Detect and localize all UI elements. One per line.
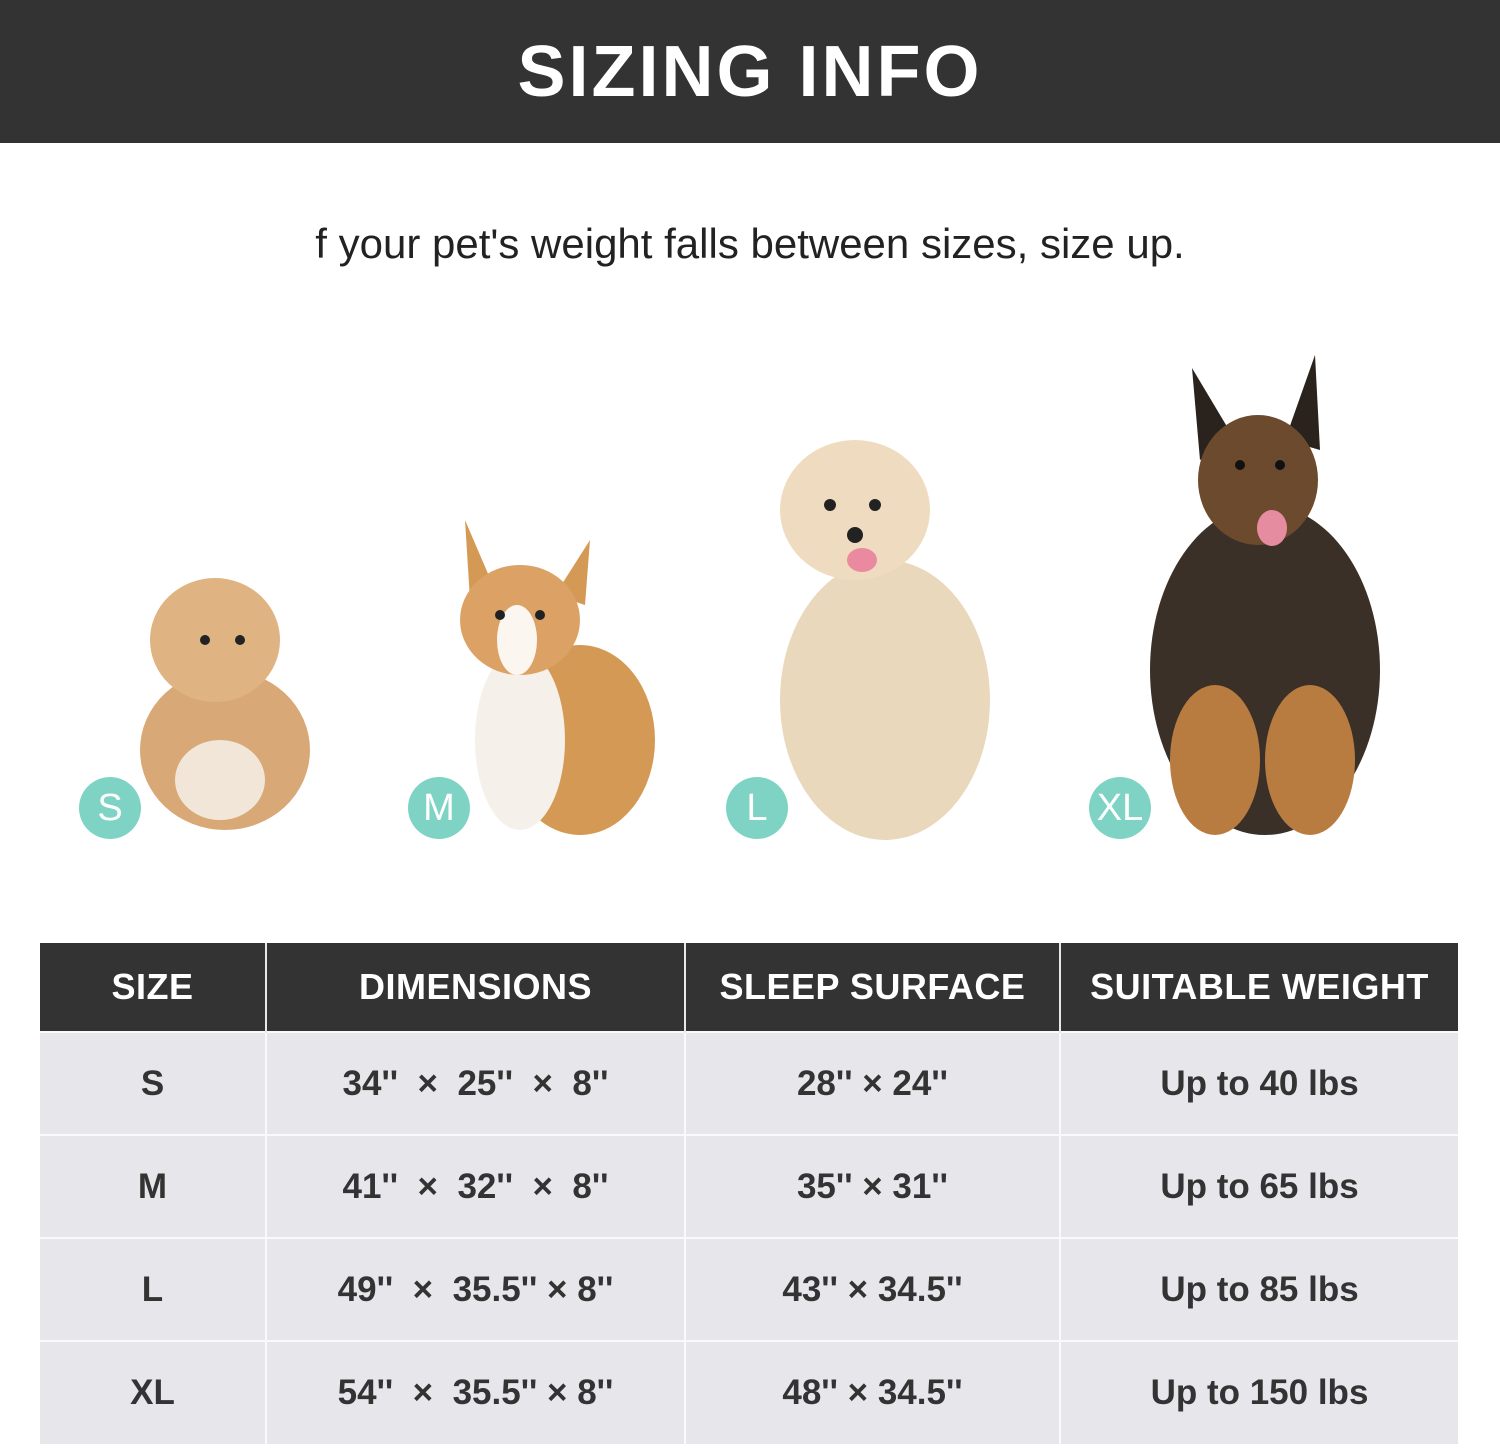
sizing-tip: f your pet's weight falls between sizes,…	[315, 220, 1185, 267]
cell-dimensions: 54'' × 35.5'' × 8''	[266, 1340, 686, 1444]
table-row: S 34'' × 25'' × 8'' 28'' × 24'' Up to 40…	[40, 1031, 1458, 1135]
cell-dimensions: 49'' × 35.5'' × 8''	[266, 1237, 686, 1341]
table-header-row: SIZE DIMENSIONS SLEEP SURFACE SUITABLE W…	[40, 943, 1458, 1032]
size-badge-m: M	[408, 777, 470, 839]
table-row: L 49'' × 35.5'' × 8'' 43'' × 34.5'' Up t…	[40, 1237, 1458, 1341]
sizing-table: SIZE DIMENSIONS SLEEP SURFACE SUITABLE W…	[40, 943, 1458, 1444]
header-dimensions: DIMENSIONS	[266, 943, 686, 1032]
table-row: XL 54'' × 35.5'' × 8'' 48'' × 34.5'' Up …	[40, 1340, 1458, 1444]
size-badge-l: L	[726, 777, 788, 839]
header-sleep-surface: SLEEP SURFACE	[685, 943, 1061, 1032]
cell-sleep-surface: 48'' × 34.5''	[685, 1340, 1061, 1444]
dog-size-illustrations: S M L XL	[0, 340, 1500, 860]
cell-sleep-surface: 28'' × 24''	[685, 1031, 1061, 1135]
cell-size: XL	[40, 1340, 267, 1444]
cell-sleep-surface: 43'' × 34.5''	[685, 1237, 1061, 1341]
dog-images	[140, 355, 1380, 840]
cell-size: L	[40, 1237, 267, 1341]
cell-dimensions: 34'' × 25'' × 8''	[266, 1031, 686, 1135]
cell-weight: Up to 85 lbs	[1060, 1237, 1458, 1341]
header-size: SIZE	[40, 943, 267, 1032]
cell-weight: Up to 65 lbs	[1060, 1134, 1458, 1238]
header-banner: SIZING INFO	[0, 0, 1500, 143]
size-badge-s: S	[79, 777, 141, 839]
size-badge-xl: XL	[1089, 777, 1151, 839]
table-row: M 41'' × 32'' × 8'' 35'' × 31'' Up to 65…	[40, 1134, 1458, 1238]
cell-dimensions: 41'' × 32'' × 8''	[266, 1134, 686, 1238]
cell-sleep-surface: 35'' × 31''	[685, 1134, 1061, 1238]
cell-size: M	[40, 1134, 267, 1238]
header-suitable-weight: SUITABLE WEIGHT	[1060, 943, 1458, 1032]
corgi-image	[460, 520, 655, 835]
page-title: SIZING INFO	[517, 31, 983, 112]
small-dog-image	[140, 578, 310, 830]
german-shepherd-image	[1150, 355, 1380, 835]
cell-size: S	[40, 1031, 267, 1135]
cell-weight: Up to 40 lbs	[1060, 1031, 1458, 1135]
cell-weight: Up to 150 lbs	[1060, 1340, 1458, 1444]
golden-retriever-image	[780, 440, 990, 840]
